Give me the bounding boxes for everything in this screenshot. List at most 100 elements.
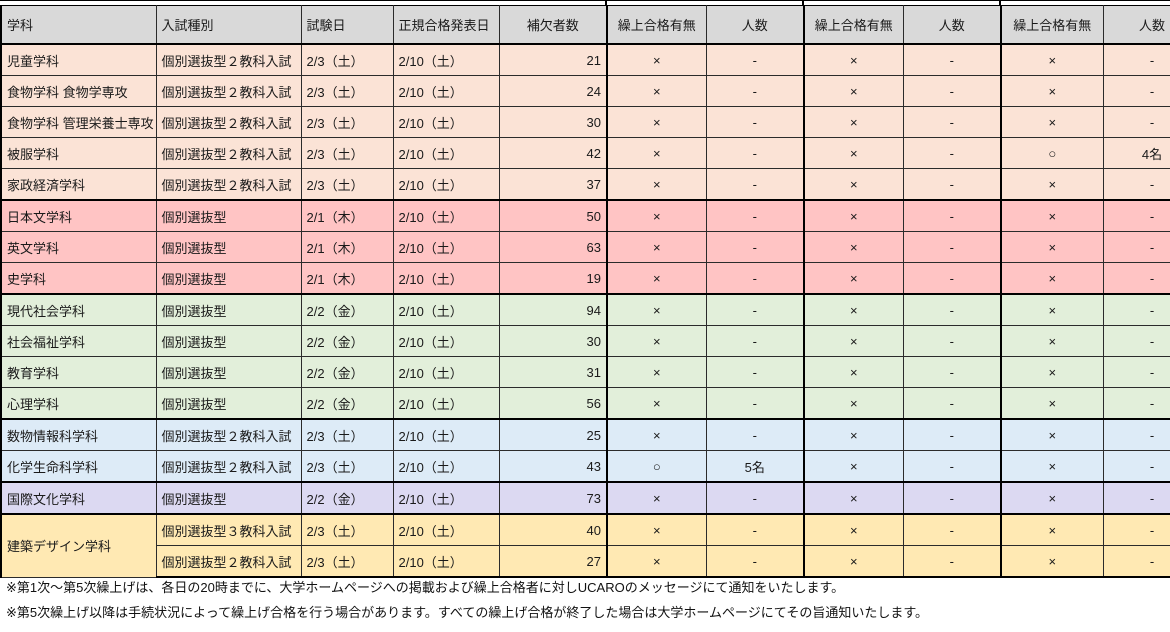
count-cell: - bbox=[902, 262, 1002, 295]
announce-date-cell: 2/10（土） bbox=[392, 293, 500, 326]
announce-date-cell: 2/10（土） bbox=[392, 75, 500, 107]
dept-cell: 心理学科 bbox=[0, 387, 157, 420]
col-header-carryover-pass: 繰上合格有無 bbox=[1000, 5, 1104, 45]
col-header-exam-type: 入試種別 bbox=[155, 5, 302, 45]
count-cell: - bbox=[705, 137, 805, 169]
waitlist-count-cell: 56 bbox=[498, 387, 608, 420]
carryover-pass-cell: × bbox=[803, 356, 904, 388]
table-wrap: 学科 入試種別 試験日 正規合格発表日 補欠者数 繰上合格有無 人数 繰上合格有無 人数 繰上合格… bbox=[0, 5, 1170, 578]
carryover-pass-cell: × bbox=[1000, 513, 1104, 546]
count-cell: - bbox=[902, 231, 1002, 263]
count-cell: - bbox=[902, 356, 1002, 388]
col-header-carryover-pass: 繰上合格有無 bbox=[803, 5, 904, 45]
carryover-pass-cell: × bbox=[1000, 168, 1104, 201]
carryover-pass-cell: × bbox=[606, 137, 707, 169]
col-header-dept: 学科 bbox=[0, 5, 157, 45]
count-cell: - bbox=[902, 293, 1002, 326]
carryover-pass-cell: × bbox=[803, 106, 904, 138]
count-cell: - bbox=[902, 43, 1002, 76]
count-cell: - bbox=[1102, 199, 1170, 232]
count-cell: 4名 bbox=[1102, 137, 1170, 169]
table-row: 社会福祉学科 個別選抜型 2/2（金） 2/10（土） 30 × - × - × - bbox=[0, 325, 1170, 357]
count-cell: - bbox=[705, 106, 805, 138]
count-cell: - bbox=[902, 75, 1002, 107]
dept-cell: 日本文学科 bbox=[0, 199, 157, 232]
carryover-pass-cell: × bbox=[803, 262, 904, 295]
col-header-waitlist-count: 補欠者数 bbox=[498, 5, 608, 45]
waitlist-count-cell: 30 bbox=[498, 106, 608, 138]
carryover-pass-cell: × bbox=[803, 43, 904, 76]
carryover-pass-cell: × bbox=[606, 545, 707, 578]
dept-cell: 数物情報科学科 bbox=[0, 418, 157, 451]
exam-type-cell: 個別選抜型２教科入試 bbox=[155, 545, 302, 578]
exam-date-cell: 2/1（木） bbox=[300, 231, 394, 263]
exam-date-cell: 2/3（土） bbox=[300, 513, 394, 546]
announce-date-cell: 2/10（土） bbox=[392, 513, 500, 546]
waitlist-count-cell: 73 bbox=[498, 481, 608, 515]
carryover-pass-cell: × bbox=[1000, 545, 1104, 578]
count-cell: - bbox=[1102, 262, 1170, 295]
exam-date-cell: 2/2（金） bbox=[300, 387, 394, 420]
table-row: 家政経済学科 個別選抜型２教科入試 2/3（土） 2/10（土） 37 × - × - × - bbox=[0, 168, 1170, 201]
count-cell: 5名 bbox=[705, 450, 805, 483]
dept-cell: 食物学科 管理栄養士専攻 bbox=[0, 106, 157, 138]
count-cell: - bbox=[1102, 387, 1170, 420]
col-header-count: 人数 bbox=[705, 5, 805, 45]
count-cell: - bbox=[1102, 545, 1170, 578]
carryover-pass-cell: × bbox=[1000, 75, 1104, 107]
count-cell: - bbox=[705, 513, 805, 546]
count-cell: - bbox=[705, 325, 805, 357]
exam-date-cell: 2/3（土） bbox=[300, 545, 394, 578]
count-cell: - bbox=[1102, 293, 1170, 326]
table-row: 心理学科 個別選抜型 2/2（金） 2/10（土） 56 × - × - × - bbox=[0, 387, 1170, 420]
carryover-pass-cell: × bbox=[803, 231, 904, 263]
carryover-pass-cell: × bbox=[803, 481, 904, 515]
dept-cell: 建築デザイン学科 bbox=[0, 513, 157, 578]
announce-date-cell: 2/10（土） bbox=[392, 168, 500, 201]
dept-cell: 被服学科 bbox=[0, 137, 157, 169]
waitlist-count-cell: 24 bbox=[498, 75, 608, 107]
exam-date-cell: 2/3（土） bbox=[300, 450, 394, 483]
carryover-pass-cell: × bbox=[606, 43, 707, 76]
carryover-pass-cell: × bbox=[1000, 293, 1104, 326]
count-cell: - bbox=[705, 545, 805, 578]
table-row: 建築デザイン学科 個別選抜型３教科入試 2/3（土） 2/10（土） 40 × - × - × - bbox=[0, 513, 1170, 578]
exam-date-cell: 2/3（土） bbox=[300, 168, 394, 201]
count-cell: - bbox=[705, 293, 805, 326]
carryover-pass-cell: × bbox=[606, 231, 707, 263]
exam-date-cell: 2/3（土） bbox=[300, 75, 394, 107]
carryover-pass-cell: × bbox=[606, 356, 707, 388]
announce-date-cell: 2/10（土） bbox=[392, 106, 500, 138]
waitlist-count-cell: 21 bbox=[498, 43, 608, 76]
count-cell: - bbox=[705, 43, 805, 76]
exam-type-cell: 個別選抜型２教科入試 bbox=[155, 43, 302, 76]
dept-cell: 教育学科 bbox=[0, 356, 157, 388]
waitlist-count-cell: 63 bbox=[498, 231, 608, 263]
announce-date-cell: 2/10（土） bbox=[392, 418, 500, 451]
waitlist-count-cell: 27 bbox=[498, 545, 608, 578]
count-cell: - bbox=[902, 106, 1002, 138]
carryover-pass-cell: × bbox=[606, 513, 707, 546]
table-row: 個別選抜型２教科入試 2/3（土） 2/10（土） 27 × - × - × - bbox=[1, 545, 1170, 578]
waitlist-count-cell: 19 bbox=[498, 262, 608, 295]
count-cell: - bbox=[705, 387, 805, 420]
exam-date-cell: 2/3（土） bbox=[300, 418, 394, 451]
carryover-pass-cell: × bbox=[606, 418, 707, 451]
count-cell: - bbox=[1102, 450, 1170, 483]
carryover-pass-cell: × bbox=[606, 75, 707, 107]
count-cell: - bbox=[1102, 168, 1170, 201]
dept-cell: 社会福祉学科 bbox=[0, 325, 157, 357]
dept-cell: 食物学科 食物学専攻 bbox=[0, 75, 157, 107]
count-cell: - bbox=[902, 387, 1002, 420]
waitlist-count-cell: 50 bbox=[498, 199, 608, 232]
carryover-pass-cell: × bbox=[1000, 387, 1104, 420]
dept-cell: 英文学科 bbox=[0, 231, 157, 263]
waitlist-count-cell: 37 bbox=[498, 168, 608, 201]
count-cell: - bbox=[1102, 481, 1170, 515]
exam-date-cell: 2/1（木） bbox=[300, 199, 394, 232]
dept-cell: 家政経済学科 bbox=[0, 168, 157, 201]
dept-cell: 現代社会学科 bbox=[0, 293, 157, 326]
count-cell: - bbox=[705, 418, 805, 451]
count-cell: - bbox=[705, 356, 805, 388]
